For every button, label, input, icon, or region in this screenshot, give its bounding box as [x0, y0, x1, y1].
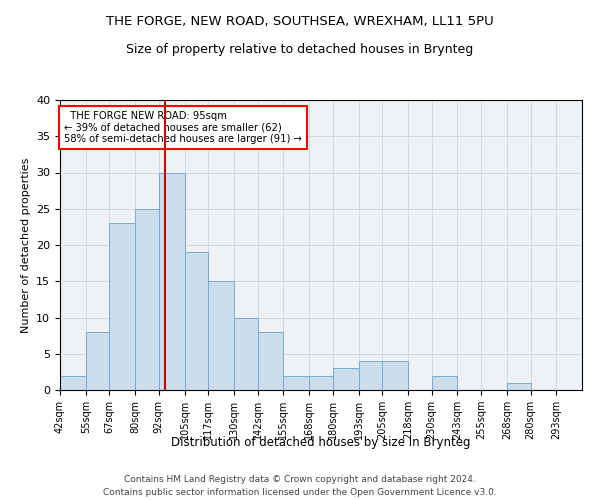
Bar: [507, 383, 530, 390]
Bar: [258, 332, 283, 390]
Bar: [208, 281, 234, 390]
Bar: [109, 223, 135, 390]
Y-axis label: Number of detached properties: Number of detached properties: [20, 158, 31, 332]
Text: Size of property relative to detached houses in Brynteg: Size of property relative to detached ho…: [127, 42, 473, 56]
Bar: [309, 376, 333, 390]
Bar: [234, 318, 258, 390]
Bar: [333, 368, 359, 390]
Text: Distribution of detached houses by size in Brynteg: Distribution of detached houses by size …: [171, 436, 471, 449]
Bar: [359, 361, 382, 390]
Bar: [60, 376, 86, 390]
Bar: [283, 376, 309, 390]
Bar: [185, 252, 208, 390]
Text: Contains public sector information licensed under the Open Government Licence v3: Contains public sector information licen…: [103, 488, 497, 497]
Bar: [382, 361, 408, 390]
Bar: [86, 332, 109, 390]
Text: THE FORGE NEW ROAD: 95sqm  
← 39% of detached houses are smaller (62)
58% of sem: THE FORGE NEW ROAD: 95sqm ← 39% of detac…: [64, 111, 302, 144]
Bar: [135, 209, 159, 390]
Text: Contains HM Land Registry data © Crown copyright and database right 2024.: Contains HM Land Registry data © Crown c…: [124, 476, 476, 484]
Bar: [159, 172, 185, 390]
Bar: [432, 376, 457, 390]
Text: THE FORGE, NEW ROAD, SOUTHSEA, WREXHAM, LL11 5PU: THE FORGE, NEW ROAD, SOUTHSEA, WREXHAM, …: [106, 15, 494, 28]
